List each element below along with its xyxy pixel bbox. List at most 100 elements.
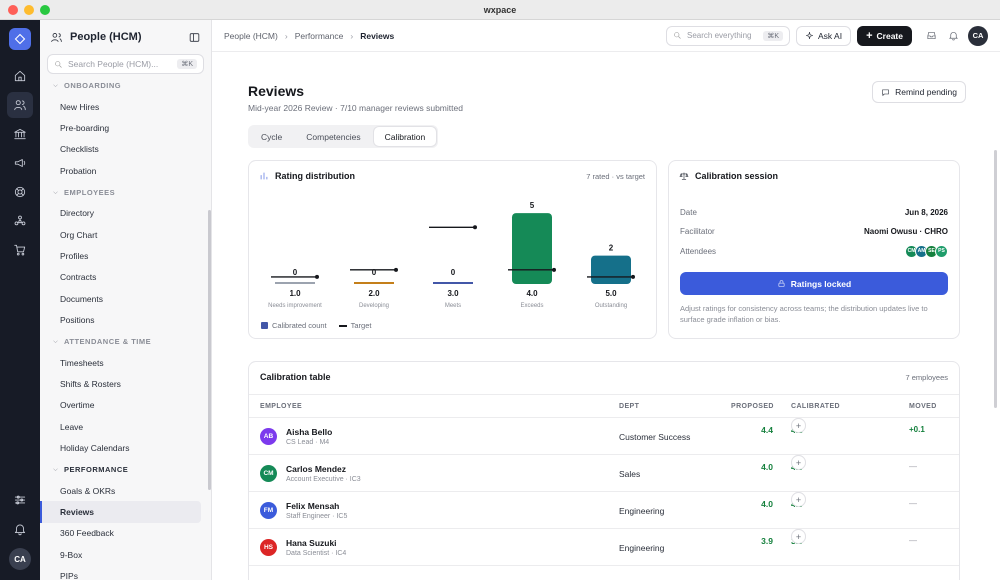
sidebar-section-label: ONBOARDING xyxy=(64,81,122,90)
table-row[interactable]: AB Aisha Bello CS Lead · M4 Customer Succes… xyxy=(249,418,959,455)
rail-finance-button[interactable] xyxy=(7,121,33,147)
rail-support-button[interactable] xyxy=(7,179,33,205)
rail-people-button[interactable] xyxy=(7,92,33,118)
sidebar-item-overtime[interactable]: Overtime xyxy=(60,400,95,411)
category-name-label: Meets xyxy=(445,303,461,309)
sidebar-item-contracts[interactable]: Contracts xyxy=(60,272,97,283)
sidebar-item-directory[interactable]: Directory xyxy=(60,208,95,219)
bell-icon xyxy=(14,524,26,536)
sidebar-item-pips[interactable]: PIPs xyxy=(60,571,78,580)
rail-commerce-button[interactable] xyxy=(7,237,33,263)
sidebar-item-9-box[interactable]: 9-Box xyxy=(60,549,83,560)
chevron-right-icon: › xyxy=(284,30,288,41)
minimize-window-button[interactable] xyxy=(24,5,34,15)
category-name-label: Developing xyxy=(359,303,389,309)
page-title: Reviews xyxy=(248,83,305,99)
sidebar-item-profiles[interactable]: Profiles xyxy=(60,251,89,262)
calibration-note: Adjust ratings for consistency across te… xyxy=(680,304,928,324)
inbox-button[interactable] xyxy=(920,25,942,47)
logo-icon[interactable] xyxy=(9,28,31,50)
col-employee[interactable]: EMPLOYEE xyxy=(260,403,303,410)
employee-text: Felix Mensah Staff Engineer · IC5 xyxy=(286,501,347,520)
sidebar-item-holiday-calendars[interactable]: Holiday Calendars xyxy=(60,443,130,454)
col-calibrated[interactable]: CALIBRATED xyxy=(791,403,840,410)
sidebar-item-probation[interactable]: Probation xyxy=(60,165,97,176)
user-avatar[interactable]: CA xyxy=(968,25,988,46)
sidebar-section-attendance-time[interactable]: ATTENDANCE & TIME xyxy=(40,331,211,352)
create-button[interactable]: + Create xyxy=(857,25,912,46)
chevron-down-icon xyxy=(53,191,58,194)
close-window-button[interactable] xyxy=(8,5,18,15)
breadcrumb-performance[interactable]: Performance xyxy=(294,30,344,41)
proposed-cell: 4.0 xyxy=(731,492,773,529)
employee-name[interactable]: Felix Mensah xyxy=(286,501,340,511)
tab-cycle[interactable]: Cycle xyxy=(261,131,283,142)
sidebar-item-pre-boarding[interactable]: Pre-boarding xyxy=(60,123,110,134)
increment-button[interactable]: + xyxy=(791,455,806,470)
main-scrollbar[interactable] xyxy=(994,150,997,408)
breadcrumb-people[interactable]: People (HCM) xyxy=(224,30,278,41)
rail-user-avatar[interactable]: CA xyxy=(9,548,31,570)
sidebar-item-org-chart[interactable]: Org Chart xyxy=(60,229,98,240)
increment-button[interactable]: + xyxy=(791,418,806,433)
sidebar-item-shifts-rosters[interactable]: Shifts & Rosters xyxy=(60,378,121,389)
legend-line xyxy=(338,324,347,327)
attendee-avatar[interactable]: PS xyxy=(935,244,948,258)
calibration-table-card: Calibration table 7 employees EMPLOYEE D… xyxy=(248,361,960,580)
sidebar-section-onboarding[interactable]: ONBOARDING xyxy=(40,75,211,96)
proposed-value: 3.9 xyxy=(761,536,773,546)
employee-role: CS Lead · M4 xyxy=(286,439,330,446)
inbox-icon xyxy=(926,31,936,40)
bell-icon xyxy=(948,32,958,41)
sidebar-search-input[interactable]: Search People (HCM)... ⌘K xyxy=(47,54,204,74)
table-row[interactable]: CM Carlos Mendez Account Executive · IC3 Sa… xyxy=(249,455,959,492)
collapse-sidebar-icon[interactable] xyxy=(188,31,201,44)
employee-name[interactable]: Aisha Bello xyxy=(286,427,333,437)
chevron-down-icon xyxy=(53,340,58,343)
zoom-window-button[interactable] xyxy=(40,5,50,15)
employee-name[interactable]: Hana Suzuki xyxy=(286,538,337,548)
employee-name[interactable]: Carlos Mendez xyxy=(286,464,346,474)
col-dept[interactable]: DEPT xyxy=(619,403,640,410)
rail-notifications-button[interactable] xyxy=(7,516,33,542)
sidebar-item-checklists[interactable]: Checklists xyxy=(60,144,99,155)
sidebar-scrollbar[interactable] xyxy=(208,210,211,490)
sidebar-item-reviews[interactable]: Reviews xyxy=(40,501,201,523)
rail-marketing-button[interactable] xyxy=(7,150,33,176)
session-date-value: Jun 8, 2026 xyxy=(904,207,948,217)
sidebar: People (HCM) Search People (HCM)... ⌘K O… xyxy=(40,20,212,580)
rail-settings-button[interactable] xyxy=(7,487,33,513)
rail-network-button[interactable] xyxy=(7,208,33,234)
global-search-input[interactable]: Search everything ⌘K xyxy=(666,25,790,46)
sidebar-item-360-feedback[interactable]: 360 Feedback xyxy=(60,528,114,539)
table-header: EMPLOYEE DEPT PROPOSED CALIBRATED MOVED xyxy=(249,394,959,418)
tab-calibration[interactable]: Calibration xyxy=(373,127,437,146)
sidebar-section-employees[interactable]: EMPLOYEES xyxy=(40,182,211,203)
target-marker-dot xyxy=(631,274,635,279)
sidebar-item-new-hires[interactable]: New Hires xyxy=(60,101,100,112)
col-moved[interactable]: MOVED xyxy=(909,403,937,410)
rail-home-button[interactable] xyxy=(7,63,33,89)
col-proposed[interactable]: PROPOSED xyxy=(731,403,774,410)
ask-ai-button[interactable]: Ask AI xyxy=(796,25,852,46)
table-row[interactable]: FM Felix Mensah Staff Engineer · IC5 Engine… xyxy=(249,492,959,529)
notifications-button[interactable] xyxy=(942,25,964,47)
remind-pending-button[interactable]: Remind pending xyxy=(872,81,966,103)
category-tick-label: 3.0 xyxy=(447,289,459,298)
chart-legend: Calibrated count Target xyxy=(261,321,371,330)
sidebar-item-documents[interactable]: Documents xyxy=(60,293,103,304)
sidebar-item-goals-okrs[interactable]: Goals & OKRs xyxy=(60,485,116,496)
increment-button[interactable]: + xyxy=(791,529,806,544)
sidebar-item-positions[interactable]: Positions xyxy=(60,315,95,326)
sidebar-search-shortcut: ⌘K xyxy=(177,59,197,69)
increment-button[interactable]: + xyxy=(791,492,806,507)
table-row[interactable]: HS Hana Suzuki Data Scientist · IC4 Enginee… xyxy=(249,529,959,566)
megaphone-icon xyxy=(14,159,26,167)
sidebar-section-performance[interactable]: PERFORMANCE xyxy=(40,459,211,480)
sidebar-item-timesheets[interactable]: Timesheets xyxy=(60,357,104,368)
calibration-table-title: Calibration table xyxy=(260,372,331,382)
sidebar-item-leave[interactable]: Leave xyxy=(60,421,84,432)
proposed-cell: 3.9 xyxy=(731,529,773,566)
ratings-locked-button[interactable]: Ratings locked xyxy=(680,272,948,295)
tab-competencies[interactable]: Competencies xyxy=(306,131,361,142)
